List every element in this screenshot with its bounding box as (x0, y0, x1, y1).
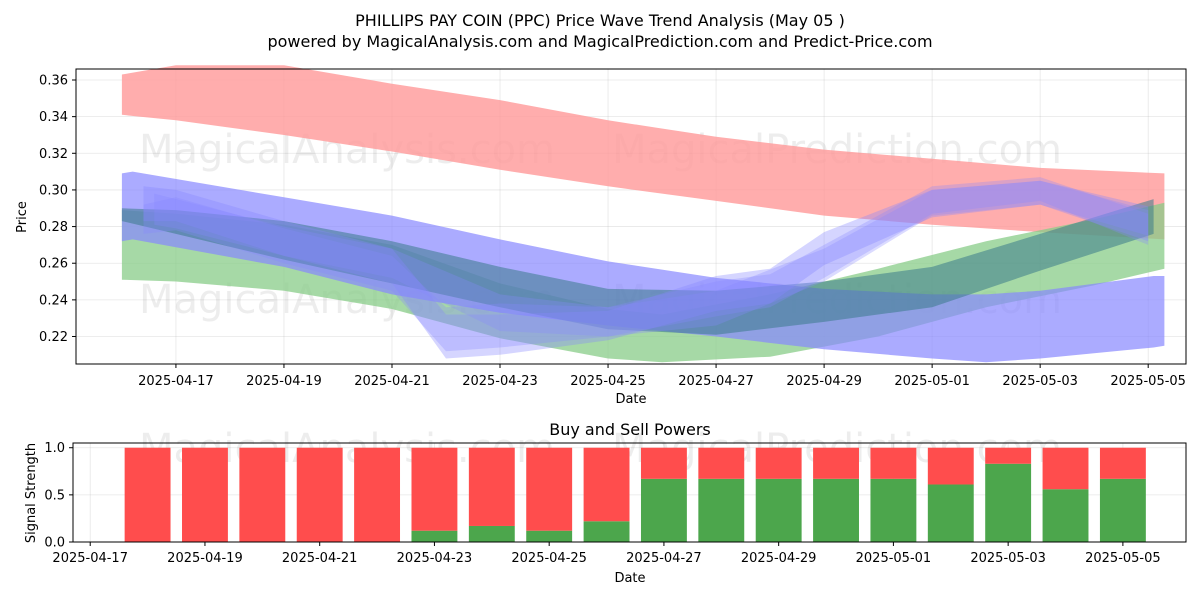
bottom-x-tick-label: 2025-05-01 (856, 551, 932, 566)
buy-bar (927, 484, 974, 542)
bottom-chart-title: Buy and Sell Powers (549, 420, 711, 439)
sell-bar (1099, 447, 1146, 479)
sell-bar (927, 447, 974, 485)
price-wave-chart: MagicalAnalysis.com MagicalPrediction.co… (15, 65, 1187, 407)
bottom-x-tick-label: 2025-04-21 (282, 551, 358, 566)
bottom-y-tick-label: 0.5 (44, 488, 65, 503)
bottom-x-axis-label: Date (614, 571, 645, 586)
bottom-y-axis-label: Signal Strength (24, 443, 39, 543)
wave-band-blue-wave-1 (143, 180, 1149, 359)
top-x-tick-label: 2025-05-05 (1110, 374, 1186, 389)
top-x-axis-label: Date (615, 392, 646, 407)
wave-band-blue-wave-2 (143, 177, 1149, 352)
buy-bar (411, 530, 458, 542)
top-y-ticks: 0.22 0.24 0.26 0.28 0.30 0.32 0.34 0.36 (39, 73, 76, 345)
sell-bar (583, 447, 630, 522)
top-x-tick-label: 2025-04-21 (354, 374, 430, 389)
top-x-ticks: 2025-04-17 2025-04-19 2025-04-21 2025-04-23… (138, 364, 1186, 389)
sell-bar (354, 447, 401, 542)
sell-bar (698, 447, 745, 479)
buy-bar (813, 478, 859, 542)
top-y-tick-label: 0.22 (39, 330, 68, 345)
sell-bar (182, 447, 228, 542)
sell-bar (640, 447, 687, 479)
top-y-tick-label: 0.26 (39, 257, 68, 272)
sell-bar (468, 447, 515, 526)
buy-bar (468, 525, 515, 542)
buy-bar (1099, 478, 1146, 542)
sell-bar (296, 447, 343, 542)
chart-title-line1: PHILLIPS PAY COIN (PPC) Price Wave Trend… (355, 11, 845, 30)
wave-band-purple-wave (154, 180, 1149, 337)
buy-bar (640, 478, 687, 542)
top-y-tick-label: 0.36 (39, 73, 68, 88)
top-y-tick-label: 0.32 (39, 147, 68, 162)
wave-band-blue-band-wide (121, 171, 1165, 363)
top-y-tick-label: 0.34 (39, 110, 68, 125)
sell-bar (239, 447, 286, 542)
top-y-tick-label: 0.28 (39, 220, 68, 235)
bottom-y-tick-label: 1.0 (44, 441, 65, 456)
top-x-tick-label: 2025-04-23 (462, 374, 538, 389)
wave-band-teal-band (121, 199, 1154, 335)
top-x-tick-label: 2025-04-17 (138, 374, 214, 389)
top-x-tick-label: 2025-04-25 (570, 374, 646, 389)
wave-band-red-band (121, 65, 1165, 240)
top-y-tick-label: 0.30 (39, 183, 68, 198)
bottom-x-tick-label: 2025-04-19 (167, 551, 243, 566)
bottom-plot-frame (72, 442, 1187, 543)
top-x-tick-label: 2025-05-03 (1002, 374, 1078, 389)
bottom-x-ticks: 2025-04-17 2025-04-19 2025-04-21 2025-04-23… (52, 542, 1161, 566)
signal-bars (124, 447, 1146, 542)
buy-bar (755, 478, 802, 542)
sell-bar (411, 447, 458, 531)
bottom-x-tick-label: 2025-04-27 (626, 551, 702, 566)
bottom-y-tick-label: 0.0 (44, 536, 65, 551)
buy-bar (985, 463, 1032, 542)
sell-bar (985, 447, 1032, 464)
sell-bar (813, 447, 859, 479)
top-y-tick-label: 0.24 (39, 293, 68, 308)
bottom-x-tick-label: 2025-04-25 (511, 551, 587, 566)
sell-bar (124, 447, 171, 542)
buy-bar (583, 521, 630, 542)
sell-bar (526, 447, 573, 531)
sell-bar (870, 447, 917, 479)
bottom-x-tick-label: 2025-04-23 (397, 551, 473, 566)
sell-bar (755, 447, 802, 479)
top-plot-frame (75, 68, 1187, 365)
bottom-x-tick-label: 2025-04-17 (52, 551, 128, 566)
buy-bar (870, 478, 917, 542)
buy-bar (698, 478, 745, 542)
top-x-tick-label: 2025-05-01 (894, 374, 970, 389)
top-x-tick-label: 2025-04-19 (246, 374, 322, 389)
buy-bar (1042, 489, 1089, 542)
bottom-x-tick-label: 2025-05-03 (970, 551, 1046, 566)
chart-title-line2: powered by MagicalAnalysis.com and Magic… (267, 32, 932, 51)
sell-bar (1042, 447, 1089, 490)
buy-sell-powers-chart: Buy and Sell Powers MagicalAnalysis.com … (24, 420, 1187, 586)
bottom-x-tick-label: 2025-05-05 (1085, 551, 1161, 566)
bottom-y-ticks: 0.0 0.5 1.0 (44, 441, 73, 551)
top-x-tick-label: 2025-04-27 (678, 374, 754, 389)
top-x-tick-label: 2025-04-29 (786, 374, 862, 389)
top-y-axis-label: Price (15, 201, 30, 233)
buy-bar (526, 530, 573, 542)
bottom-x-tick-label: 2025-04-29 (741, 551, 817, 566)
wave-bands (121, 65, 1165, 363)
